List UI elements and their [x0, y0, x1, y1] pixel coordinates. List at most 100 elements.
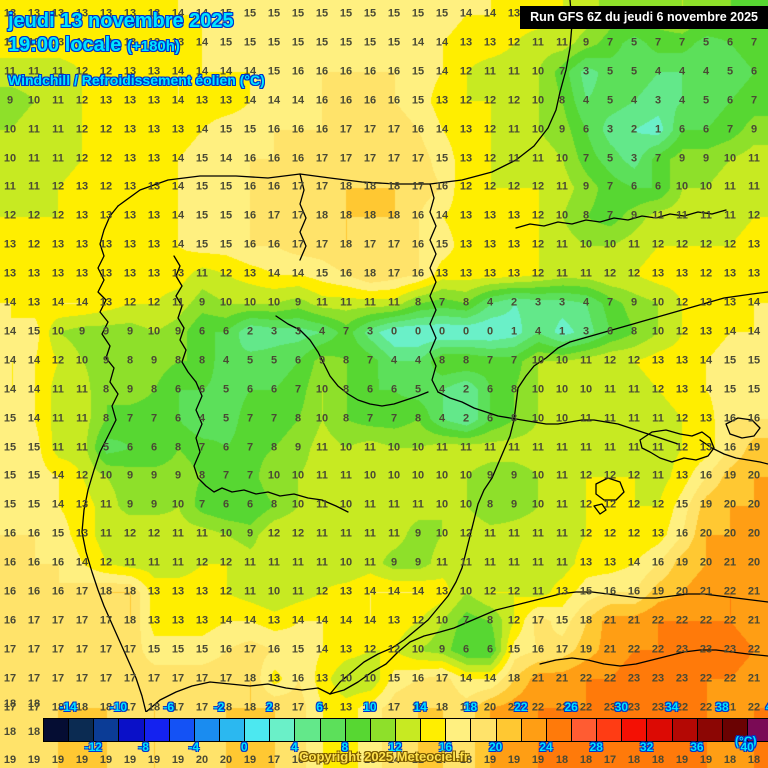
legend-strip-grid-value: 18: [27, 726, 41, 738]
grid-value: 14: [195, 7, 209, 20]
grid-value: 12: [291, 527, 305, 540]
grid-value: 20: [675, 585, 689, 598]
grid-value: 11: [460, 441, 472, 453]
legend-swatch: [446, 719, 472, 741]
grid-value: 5: [702, 94, 710, 107]
legend-strip-grid-value: 19: [27, 754, 41, 766]
grid-value: 4: [582, 94, 590, 107]
grid-value: 5: [414, 383, 422, 396]
grid-value: 7: [198, 441, 206, 453]
grid-value: 9: [510, 469, 518, 482]
grid-value: 13: [51, 7, 65, 20]
grid-value: 17: [27, 643, 41, 656]
grid-value: 14: [51, 296, 65, 309]
grid-value: 11: [340, 469, 352, 482]
grid-value: 10: [651, 296, 665, 309]
grid-value: 22: [747, 701, 761, 712]
color-scale-bar[interactable]: [43, 718, 768, 742]
grid-value: 5: [222, 412, 230, 425]
legend-tick-upper: 14: [413, 700, 427, 714]
grid-value: 11: [532, 441, 544, 453]
grid-value: 3: [294, 325, 302, 338]
grid-value: 11: [580, 354, 592, 367]
grid-value: 10: [603, 238, 617, 251]
grid-value: 11: [652, 209, 664, 222]
legend-swatch: [546, 719, 572, 741]
grid-value: 15: [747, 383, 761, 396]
grid-value: 13: [747, 238, 761, 251]
grid-value: 13: [99, 267, 113, 280]
grid-value: 12: [387, 643, 401, 656]
grid-value: 14: [411, 36, 425, 49]
grid-value: 14: [171, 65, 185, 78]
grid-value: 22: [723, 672, 737, 685]
grid-value: 17: [339, 123, 353, 136]
grid-value: 14: [435, 36, 449, 49]
legend-tick-lower: 4: [291, 740, 298, 754]
grid-value: 6: [174, 412, 182, 425]
grid-value: 16: [363, 94, 377, 107]
grid-value: 21: [531, 672, 545, 685]
grid-value: 14: [219, 614, 233, 627]
grid-value: 12: [123, 296, 137, 309]
grid-value: 11: [316, 498, 328, 511]
grid-value: 5: [270, 354, 278, 367]
grid-value: 0: [486, 325, 494, 338]
grid-value: 20: [747, 498, 761, 511]
grid-value: 5: [630, 36, 638, 49]
grid-value: 5: [102, 441, 110, 453]
windchill-field-canvas: [0, 0, 768, 712]
grid-value: 14: [435, 123, 449, 136]
grid-value: 11: [316, 469, 328, 482]
legend-strip-grid-value: 19: [483, 754, 497, 766]
grid-value: 11: [388, 296, 400, 309]
grid-value: 21: [747, 585, 761, 598]
grid-value: 20: [747, 527, 761, 540]
grid-value: 14: [435, 65, 449, 78]
legend-tick-lower: 16: [438, 740, 453, 754]
grid-value: 11: [388, 527, 400, 540]
grid-value: 15: [411, 7, 425, 20]
grid-value: 11: [580, 441, 592, 453]
grid-value: 11: [748, 180, 760, 193]
legend-strip-grid-value: 17: [603, 754, 617, 766]
grid-value: 17: [555, 643, 569, 656]
grid-value: 11: [556, 36, 568, 49]
grid-value: 12: [507, 180, 521, 193]
grid-value: 13: [459, 36, 473, 49]
grid-value: 7: [246, 412, 254, 425]
grid-value: 12: [51, 354, 65, 367]
legend-strip-grid-value: 19: [507, 754, 521, 766]
grid-value: 18: [339, 238, 353, 251]
grid-value: 15: [147, 643, 161, 656]
grid-value: 4: [438, 412, 446, 425]
grid-value: 16: [267, 180, 281, 193]
map-viewport[interactable]: 13 13 13 13 13 13 13 14 14 15 15 15 15 15 15 15 15 15 15 14…: [0, 0, 768, 712]
grid-value: 10: [459, 498, 473, 511]
grid-value: 11: [28, 65, 40, 78]
grid-value: 11: [532, 36, 544, 49]
legend-tick-upper: -6: [163, 700, 175, 714]
legend-swatch: [722, 719, 748, 741]
grid-value: 15: [387, 672, 401, 685]
grid-value: 16: [315, 65, 329, 78]
grid-value: 13: [339, 643, 353, 656]
grid-value: 11: [700, 209, 712, 222]
grid-value: 13: [699, 325, 713, 338]
grid-value: 4: [582, 296, 590, 309]
grid-value: 16: [531, 643, 545, 656]
legend-strip-grid-value: 14: [387, 754, 401, 766]
grid-value: 21: [627, 614, 641, 627]
grid-value: 12: [579, 469, 593, 482]
grid-value: 17: [171, 701, 185, 712]
grid-value: 17: [3, 643, 17, 656]
grid-value: 13: [171, 585, 185, 598]
grid-value: 6: [702, 123, 710, 136]
grid-value: 2: [462, 412, 470, 425]
legend-strip-grid-value: 19: [699, 754, 713, 766]
grid-value: 15: [243, 36, 257, 49]
grid-value: 13: [579, 556, 593, 569]
grid-value: 1: [654, 123, 662, 136]
grid-value: 15: [219, 238, 233, 251]
grid-value: 3: [630, 152, 638, 164]
